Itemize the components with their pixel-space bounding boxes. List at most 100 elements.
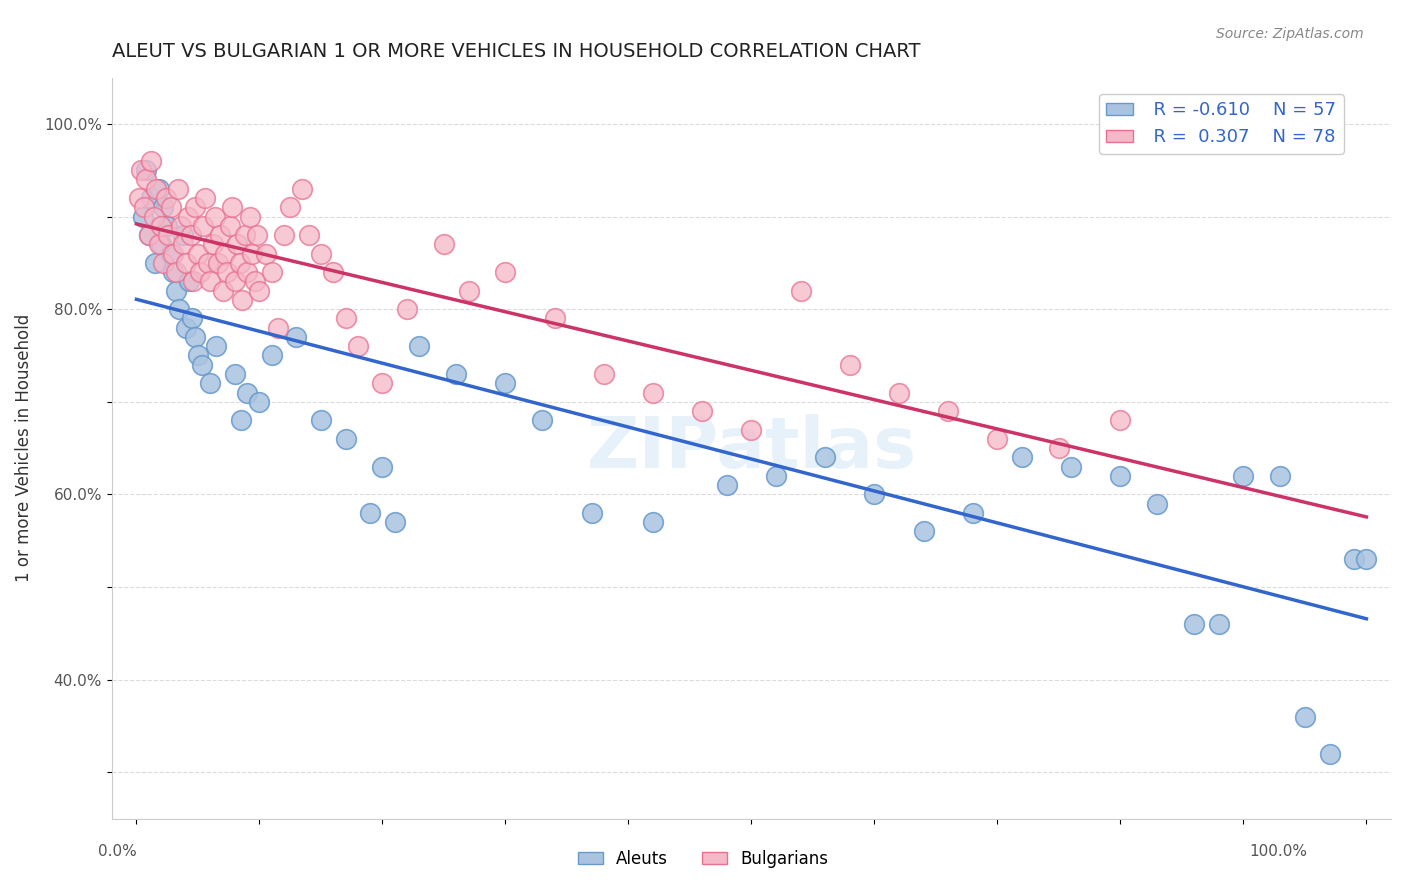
Point [142,210,165,224]
Point [371,459,394,474]
Point [200,274,222,288]
Point [1232,469,1254,483]
Point [174,256,197,270]
Point [152,200,174,214]
Point [229,256,252,270]
Point [191,219,214,233]
Point [789,284,811,298]
Point [912,524,935,539]
Point [181,274,204,288]
Y-axis label: 1 or more Vehicles in Household: 1 or more Vehicles in Household [15,314,32,582]
Point [197,256,219,270]
Point [531,413,554,427]
Point [162,246,184,260]
Point [177,210,200,224]
Point [219,219,242,233]
Point [408,339,430,353]
Point [433,237,456,252]
Point [138,228,160,243]
Point [207,256,229,270]
Point [205,339,228,353]
Point [260,265,283,279]
Point [190,358,212,372]
Point [1011,450,1033,465]
Point [494,376,516,391]
Point [260,349,283,363]
Point [187,246,209,260]
Point [359,506,381,520]
Point [863,487,886,501]
Point [335,311,357,326]
Point [581,506,603,520]
Point [184,200,207,214]
Point [211,284,233,298]
Point [236,385,259,400]
Point [156,219,179,233]
Point [494,265,516,279]
Point [444,367,467,381]
Point [690,404,713,418]
Text: ZIPatlas: ZIPatlas [586,414,917,483]
Point [1319,747,1341,761]
Point [160,246,183,260]
Point [141,153,163,168]
Point [128,191,150,205]
Point [740,423,762,437]
Point [204,210,226,224]
Point [201,237,224,252]
Point [1208,617,1230,632]
Point [1146,497,1168,511]
Point [179,274,201,288]
Point [1109,469,1132,483]
Point [157,228,180,243]
Point [160,200,183,214]
Point [838,358,860,372]
Point [543,311,565,326]
Text: Source: ZipAtlas.com: Source: ZipAtlas.com [1216,27,1364,41]
Point [233,228,256,243]
Point [246,228,269,243]
Point [309,413,332,427]
Point [229,413,252,427]
Point [167,182,190,196]
Point [592,367,614,381]
Point [278,200,301,214]
Point [384,515,406,529]
Point [131,210,153,224]
Point [131,163,153,178]
Point [162,265,184,279]
Point [291,182,314,196]
Point [148,237,170,252]
Point [1343,552,1365,566]
Point [132,200,155,214]
Point [224,367,246,381]
Point [194,191,217,205]
Point [249,284,271,298]
Point [309,246,332,260]
Point [155,191,177,205]
Point [217,265,239,279]
Point [180,228,202,243]
Point [226,237,249,252]
Point [214,246,236,260]
Point [169,302,191,317]
Point [1047,441,1070,455]
Point [221,200,243,214]
Point [236,265,259,279]
Point [239,210,262,224]
Point [1294,710,1316,724]
Point [180,311,202,326]
Point [174,320,197,334]
Point [1109,413,1132,427]
Point [200,376,222,391]
Point [138,228,160,243]
Text: 100.0%: 100.0% [1250,845,1308,859]
Point [936,404,959,418]
Point [371,376,394,391]
Text: 0.0%: 0.0% [98,845,138,859]
Point [1060,459,1083,474]
Point [457,284,479,298]
Point [887,385,910,400]
Point [641,385,664,400]
Point [135,172,157,186]
